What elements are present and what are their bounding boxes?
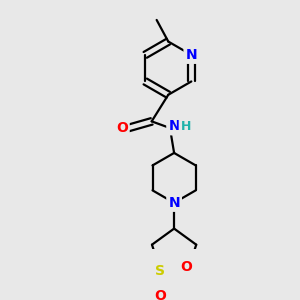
Text: O: O <box>154 290 166 300</box>
Text: O: O <box>116 121 128 135</box>
Text: H: H <box>181 120 191 133</box>
Text: N: N <box>168 196 180 210</box>
Text: N: N <box>185 48 197 62</box>
Text: N: N <box>168 119 180 134</box>
Text: O: O <box>180 260 192 274</box>
Text: S: S <box>155 264 165 278</box>
